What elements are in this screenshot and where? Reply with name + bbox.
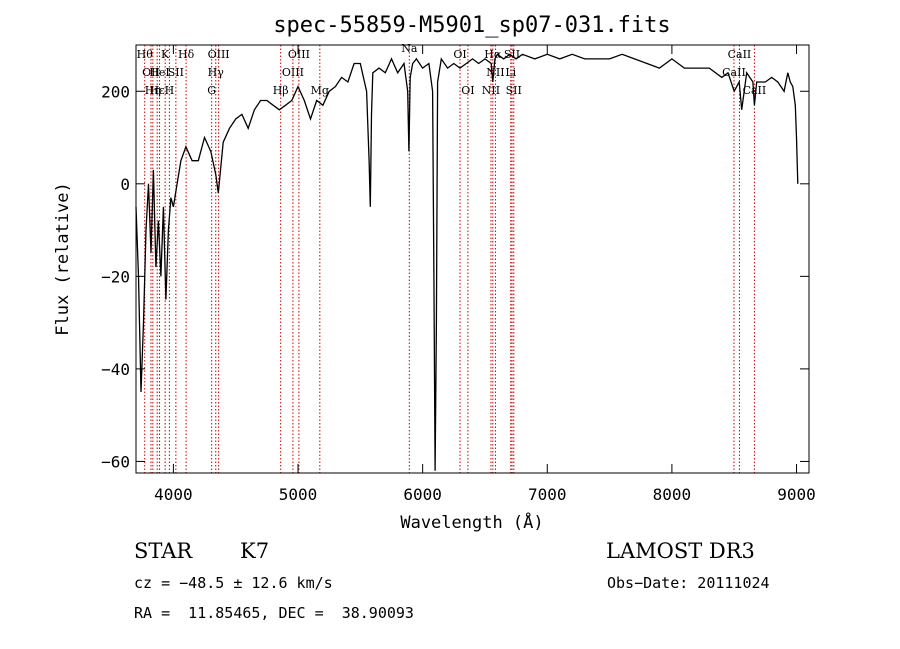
line-marker-label-24: SII [506, 84, 522, 97]
sky-coordinates: RA = 11.85465, DEC = 38.90093 [134, 604, 414, 622]
line-marker-label-10: Hγ [208, 66, 225, 79]
x-axis-label: Wavelength (Å) [400, 511, 543, 533]
x-axis-ticks: 4000 5000 6000 7000 8000 9000 [154, 45, 816, 504]
line-marker-label-6: H [165, 84, 175, 97]
line-marker-label-7: SII [168, 66, 184, 79]
line-marker-label-21: NII [486, 66, 504, 79]
line-marker-label-18: OI [461, 84, 474, 97]
x-tick-label-5: 9000 [777, 485, 816, 504]
line-marker-label-19: NII [482, 84, 500, 97]
line-markers [144, 45, 755, 473]
redshift-velocity: cz = −48.5 ± 12.6 km/s [134, 574, 333, 592]
y-axis-label: Flux (relative) [53, 182, 73, 336]
survey-name: LAMOST DR3 [606, 539, 755, 563]
line-marker-label-27: CaII [743, 84, 767, 97]
y-tick-label-3: 0 [120, 175, 130, 194]
x-tick-label-1: 5000 [279, 485, 318, 504]
line-marker-label-11: OIII [208, 48, 230, 61]
line-marker-label-12: Hβ [273, 84, 289, 97]
y-tick-label-4: 200 [101, 82, 130, 101]
line-marker-label-1: OII [142, 66, 160, 79]
line-marker-label-2: Hη [145, 84, 161, 97]
x-tick-label-4: 8000 [653, 485, 692, 504]
y-tick-label-2: −20 [101, 267, 130, 286]
line-marker-label-26: CaII [728, 48, 752, 61]
line-marker-label-14: OIII [288, 48, 310, 61]
object-class: STAR [134, 539, 193, 563]
observation-date: Obs−Date: 20111024 [607, 574, 770, 592]
line-marker-label-15: Mg [311, 84, 329, 97]
x-tick-label-0: 4000 [154, 485, 193, 504]
plot-frame [135, 44, 810, 474]
line-marker-label-0: Hθ [137, 48, 154, 61]
line-marker-label-5: K [161, 48, 170, 61]
chart-title: spec-55859-M5901_sp07-031.fits [273, 13, 670, 38]
spectrum-line [135, 53, 799, 471]
y-tick-label-0: −60 [101, 452, 130, 471]
x-tick-label-3: 7000 [528, 485, 567, 504]
line-marker-label-4: HeI [149, 66, 169, 79]
line-marker-label-20: Hα [484, 48, 502, 61]
object-subclass: K7 [240, 539, 270, 563]
y-axis-ticks: −60 −40 −20 0 200 [101, 82, 809, 471]
y-tick-label-1: −40 [101, 360, 130, 379]
line-marker-label-13: OIII [282, 66, 304, 79]
line-marker-label-22: Li [505, 66, 516, 79]
line-marker-label-16: Na [401, 42, 418, 55]
line-marker-label-25: CaII [722, 66, 746, 79]
line-marker-label-3: Hε [150, 84, 166, 97]
line-marker-label-23: SII [504, 48, 520, 61]
x-tick-label-2: 6000 [403, 485, 442, 504]
line-marker-label-17: OI [453, 48, 466, 61]
line-marker-label-9: G [207, 84, 216, 97]
line-marker-label-8: Hδ [178, 48, 195, 61]
